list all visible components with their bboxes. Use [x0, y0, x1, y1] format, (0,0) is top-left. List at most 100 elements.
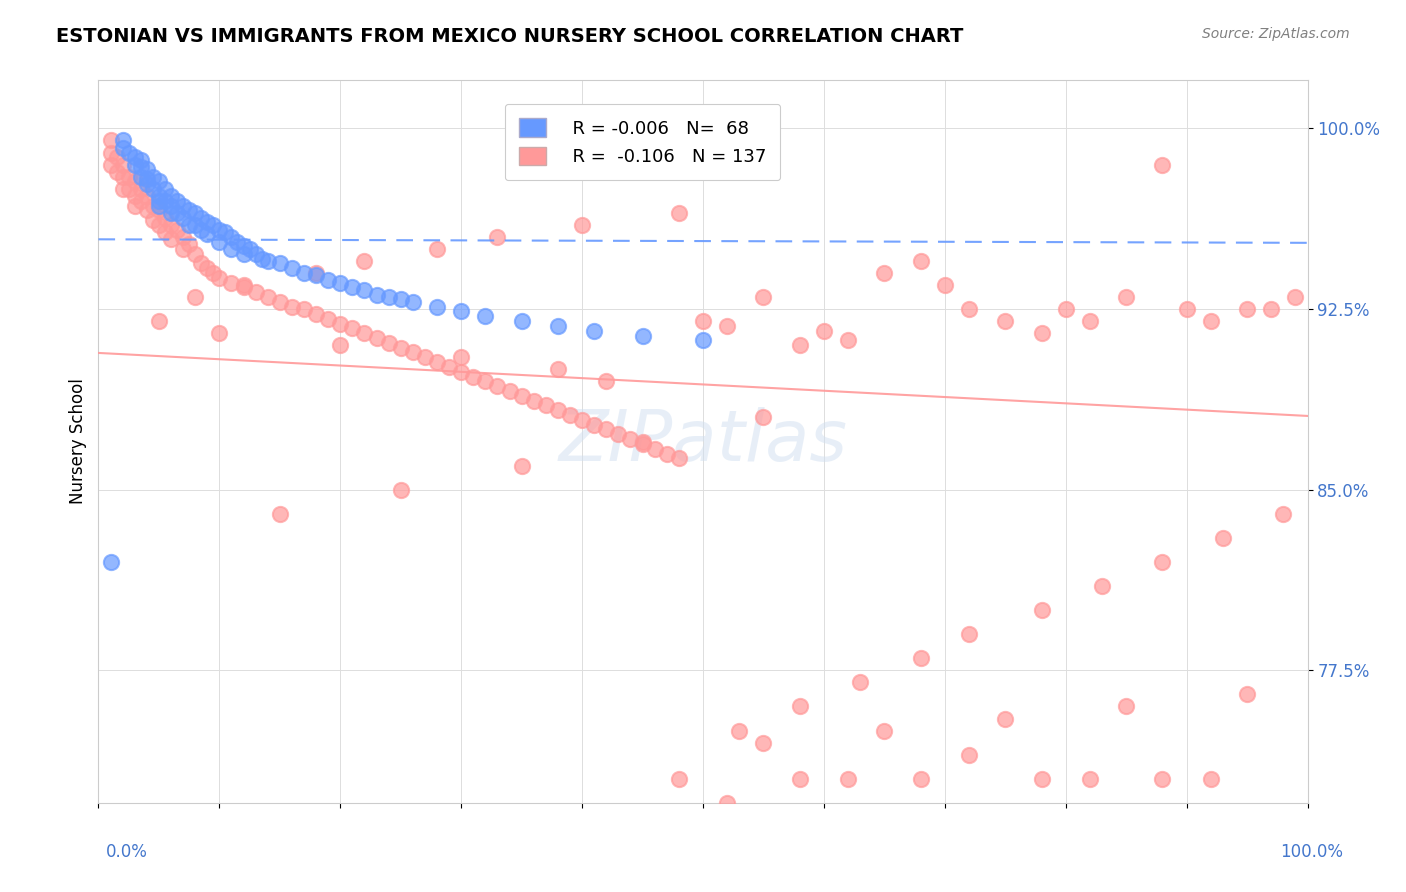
Point [305, 307, 328, 321]
Point [305, 266, 328, 280]
Point [692, 334, 714, 348]
Point [1152, 158, 1174, 172]
Point [510, 314, 533, 328]
Point [179, 203, 201, 218]
Point [873, 723, 896, 738]
Point [631, 434, 654, 449]
Y-axis label: Nursery School: Nursery School [69, 378, 87, 505]
Point [668, 772, 690, 786]
Point [148, 189, 170, 203]
Point [402, 345, 425, 359]
Point [166, 194, 188, 208]
Point [389, 341, 412, 355]
Point [142, 182, 165, 196]
Point [994, 314, 1017, 328]
Point [571, 218, 593, 232]
Point [135, 172, 157, 186]
Point [100, 133, 122, 147]
Point [250, 252, 273, 266]
Point [100, 145, 122, 160]
Point [510, 458, 533, 473]
Point [1175, 302, 1198, 317]
Point [377, 335, 399, 350]
Point [111, 169, 134, 184]
Point [402, 294, 425, 309]
Legend:   R = -0.006   N=  68,   R =  -0.106   N = 137: R = -0.006 N= 68, R = -0.106 N = 137 [505, 103, 780, 180]
Point [129, 153, 152, 167]
Point [118, 169, 141, 184]
Point [813, 324, 835, 338]
Point [281, 261, 304, 276]
Point [316, 311, 339, 326]
Point [292, 266, 315, 280]
Point [172, 230, 194, 244]
Point [172, 211, 194, 225]
Point [1115, 290, 1137, 304]
Point [179, 218, 201, 232]
Point [135, 177, 157, 191]
Point [124, 158, 146, 172]
Point [558, 408, 581, 422]
Point [111, 182, 134, 196]
Point [245, 285, 267, 300]
Point [426, 242, 449, 256]
Point [1031, 772, 1053, 786]
Point [160, 189, 183, 203]
Point [195, 215, 218, 229]
Text: Source: ZipAtlas.com: Source: ZipAtlas.com [1202, 27, 1350, 41]
Point [105, 150, 128, 164]
Point [135, 189, 157, 203]
Point [716, 318, 738, 333]
Point [202, 218, 225, 232]
Point [166, 205, 188, 219]
Point [190, 211, 212, 225]
Point [716, 796, 738, 810]
Point [245, 246, 267, 260]
Point [486, 230, 509, 244]
Point [232, 239, 254, 253]
Point [148, 194, 170, 208]
Point [789, 699, 811, 714]
Point [111, 133, 134, 147]
Point [437, 359, 460, 374]
Point [1236, 302, 1258, 317]
Point [195, 261, 218, 276]
Point [353, 326, 375, 341]
Point [752, 290, 775, 304]
Point [957, 302, 980, 317]
Point [221, 230, 243, 244]
Point [184, 218, 207, 232]
Point [305, 268, 328, 283]
Point [232, 246, 254, 260]
Point [195, 227, 218, 242]
Point [583, 417, 606, 432]
Point [486, 379, 509, 393]
Point [547, 362, 569, 376]
Point [450, 350, 472, 364]
Point [789, 772, 811, 786]
Point [153, 211, 176, 225]
Point [668, 451, 690, 466]
Point [474, 310, 496, 324]
Point [342, 280, 364, 294]
Point [353, 283, 375, 297]
Point [752, 736, 775, 750]
Point [1260, 302, 1282, 317]
Point [226, 235, 249, 249]
Point [450, 365, 472, 379]
Point [148, 174, 170, 188]
Point [269, 507, 291, 521]
Point [153, 225, 176, 239]
Point [208, 235, 231, 249]
Point [910, 772, 932, 786]
Point [994, 712, 1017, 726]
Point [221, 242, 243, 256]
Text: ESTONIAN VS IMMIGRANTS FROM MEXICO NURSERY SCHOOL CORRELATION CHART: ESTONIAN VS IMMIGRANTS FROM MEXICO NURSE… [56, 27, 963, 45]
Point [957, 627, 980, 641]
Point [160, 205, 183, 219]
Point [510, 389, 533, 403]
Point [595, 375, 617, 389]
Point [1078, 772, 1101, 786]
Point [118, 145, 141, 160]
Point [208, 270, 231, 285]
